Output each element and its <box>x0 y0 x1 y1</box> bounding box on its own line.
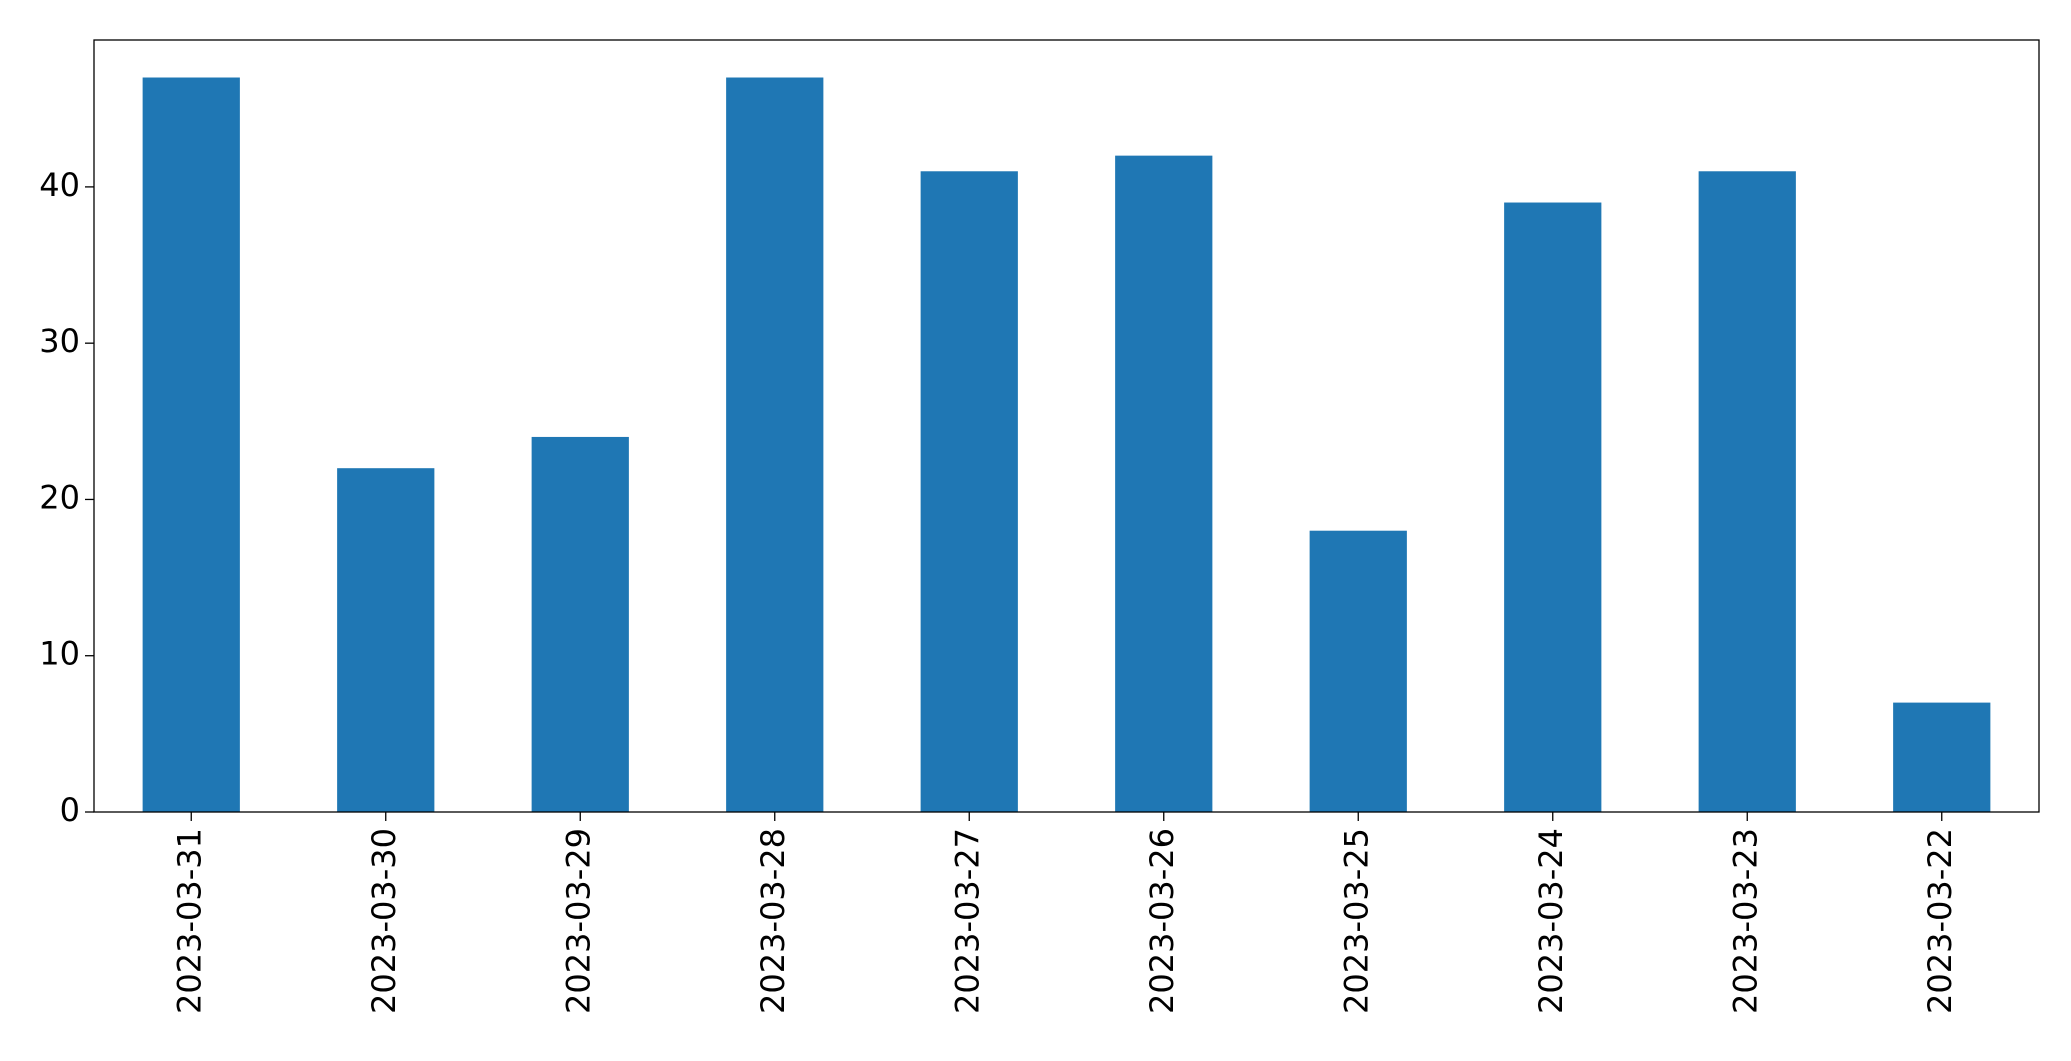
bar <box>1309 530 1407 812</box>
bar <box>142 77 240 812</box>
x-tick-label: 2023-03-29 <box>559 828 597 1014</box>
bar <box>1504 202 1602 813</box>
x-tick-label: 2023-03-28 <box>754 828 792 1014</box>
bar <box>531 436 629 812</box>
bar <box>337 468 435 812</box>
y-tick-label: 40 <box>39 166 80 204</box>
y-tick-label: 0 <box>60 791 80 829</box>
y-tick-label: 20 <box>39 478 80 516</box>
x-tick-label: 2023-03-24 <box>1532 828 1570 1014</box>
x-tick-label: 2023-03-26 <box>1143 828 1181 1014</box>
x-tick-label: 2023-03-31 <box>170 828 208 1014</box>
x-tick-label: 2023-03-25 <box>1337 828 1375 1014</box>
x-tick-label: 2023-03-27 <box>948 828 986 1014</box>
y-tick-label: 30 <box>39 322 80 360</box>
x-tick-label: 2023-03-30 <box>365 828 403 1014</box>
plot-frame <box>93 39 2040 813</box>
bar <box>1698 171 1796 813</box>
y-tick-label: 10 <box>39 635 80 673</box>
bar <box>920 171 1018 813</box>
x-tick-label: 2023-03-23 <box>1726 828 1764 1014</box>
bar <box>1893 702 1991 812</box>
x-tick-label: 2023-03-22 <box>1921 828 1959 1014</box>
bar <box>1115 155 1213 812</box>
bar <box>726 77 824 812</box>
